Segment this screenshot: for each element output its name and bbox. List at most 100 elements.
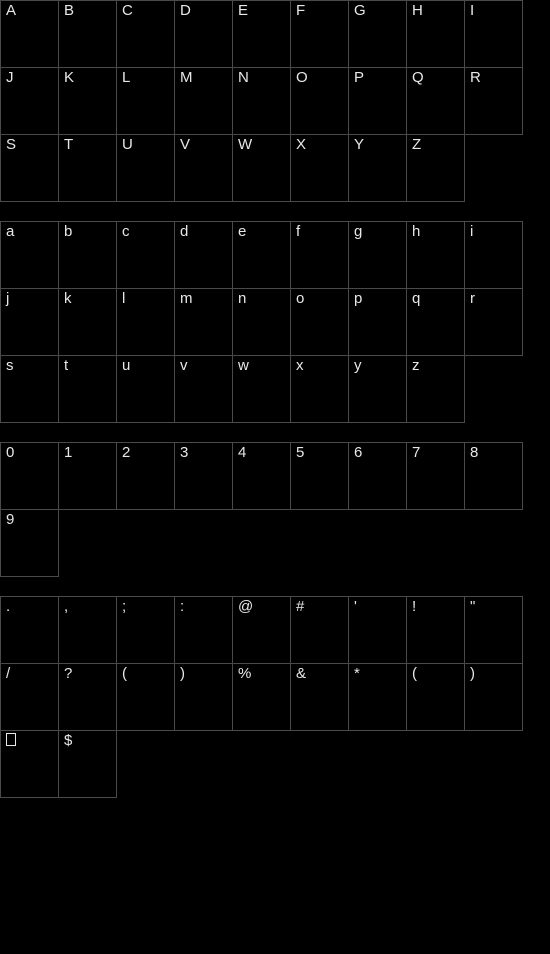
glyph-label: P [354, 70, 364, 85]
glyph-label: F [296, 3, 305, 18]
glyph-cell: & [290, 663, 349, 731]
glyph-cell: ' [348, 596, 407, 664]
glyph-label: O [296, 70, 308, 85]
glyph-cell: C [116, 0, 175, 68]
glyph-cell: o [290, 288, 349, 356]
glyph-cell: g [348, 221, 407, 289]
glyph-label: y [354, 358, 362, 373]
glyph-cell: y [348, 355, 407, 423]
glyph-label: 0 [6, 445, 14, 460]
glyph-label: ' [354, 599, 357, 614]
glyph-cell: u [116, 355, 175, 423]
glyph-cell: S [0, 134, 59, 202]
glyph-label: V [180, 137, 190, 152]
glyph-cell: D [174, 0, 233, 68]
glyph-cell: . [0, 596, 59, 664]
glyph-cell: M [174, 67, 233, 135]
glyph-cell: R [464, 67, 523, 135]
section-digits: 0 1 2 3 4 5 6 7 8 9 [0, 442, 550, 576]
glyph-cell: e [232, 221, 291, 289]
character-map: A B C D E F G H I J K L M N O P Q R S T … [0, 0, 550, 797]
glyph-cell: 1 [58, 442, 117, 510]
glyph-label: 2 [122, 445, 130, 460]
glyph-label: c [122, 224, 130, 239]
glyph-label: v [180, 358, 188, 373]
glyph-cell: ) [174, 663, 233, 731]
glyph-cell: n [232, 288, 291, 356]
glyph-label: S [6, 137, 16, 152]
glyph-cell: * [348, 663, 407, 731]
glyph-cell: s [0, 355, 59, 423]
glyph-cell: @ [232, 596, 291, 664]
glyph-cell: a [0, 221, 59, 289]
glyph-cell: 9 [0, 509, 59, 577]
glyph-cell: ? [58, 663, 117, 731]
glyph-cell: L [116, 67, 175, 135]
glyph-label: u [122, 358, 130, 373]
glyph-label: I [470, 3, 474, 18]
section-lowercase: a b c d e f g h i j k l m n o p q r s t … [0, 221, 550, 422]
glyph-label: x [296, 358, 304, 373]
glyph-label: 1 [64, 445, 72, 460]
glyph-cell: ( [406, 663, 465, 731]
glyph-label: W [238, 137, 252, 152]
glyph-cell: c [116, 221, 175, 289]
glyph-label: 3 [180, 445, 188, 460]
glyph-label: p [354, 291, 362, 306]
glyph-cell: j [0, 288, 59, 356]
glyph-label: l [122, 291, 125, 306]
glyph-cell: : [174, 596, 233, 664]
glyph-label: w [238, 358, 249, 373]
glyph-cell: l [116, 288, 175, 356]
glyph-label: i [470, 224, 473, 239]
glyph-cell: K [58, 67, 117, 135]
glyph-cell: P [348, 67, 407, 135]
glyph-label: n [238, 291, 246, 306]
glyph-cell: h [406, 221, 465, 289]
glyph-label: h [412, 224, 420, 239]
glyph-label: z [412, 358, 420, 373]
glyph-label: ( [412, 666, 417, 681]
glyph-label: J [6, 70, 14, 85]
glyph-label: 8 [470, 445, 478, 460]
glyph-cell: 3 [174, 442, 233, 510]
glyph-label: g [354, 224, 362, 239]
glyph-label: / [6, 666, 10, 681]
glyph-cell: z [406, 355, 465, 423]
section-symbols: . , ; : @ # ' ! " / ? ( ) % & * ( ) $ [0, 596, 550, 797]
glyph-cell: x [290, 355, 349, 423]
glyph-cell: Y [348, 134, 407, 202]
glyph-label: 5 [296, 445, 304, 460]
glyph-tofu-icon [6, 733, 16, 749]
glyph-label: a [6, 224, 14, 239]
glyph-cell: I [464, 0, 523, 68]
glyph-label: Q [412, 70, 424, 85]
glyph-cell: Z [406, 134, 465, 202]
glyph-label: B [64, 3, 74, 18]
glyph-cell: ) [464, 663, 523, 731]
glyph-cell: / [0, 663, 59, 731]
glyph-label: A [6, 3, 16, 18]
glyph-label: ( [122, 666, 127, 681]
glyph-cell: m [174, 288, 233, 356]
glyph-label: M [180, 70, 193, 85]
glyph-label: Y [354, 137, 364, 152]
glyph-label: ? [64, 666, 72, 681]
glyph-cell: 7 [406, 442, 465, 510]
glyph-cell: G [348, 0, 407, 68]
glyph-cell: # [290, 596, 349, 664]
glyph-cell: W [232, 134, 291, 202]
glyph-cell: ( [116, 663, 175, 731]
glyph-cell: f [290, 221, 349, 289]
glyph-cell: 6 [348, 442, 407, 510]
glyph-label: e [238, 224, 246, 239]
glyph-label: ! [412, 599, 416, 614]
glyph-label: T [64, 137, 73, 152]
glyph-cell: X [290, 134, 349, 202]
glyph-cell: N [232, 67, 291, 135]
glyph-label: q [412, 291, 420, 306]
glyph-label: * [354, 666, 360, 681]
glyph-label: D [180, 3, 191, 18]
glyph-label: U [122, 137, 133, 152]
glyph-label: ) [180, 666, 185, 681]
